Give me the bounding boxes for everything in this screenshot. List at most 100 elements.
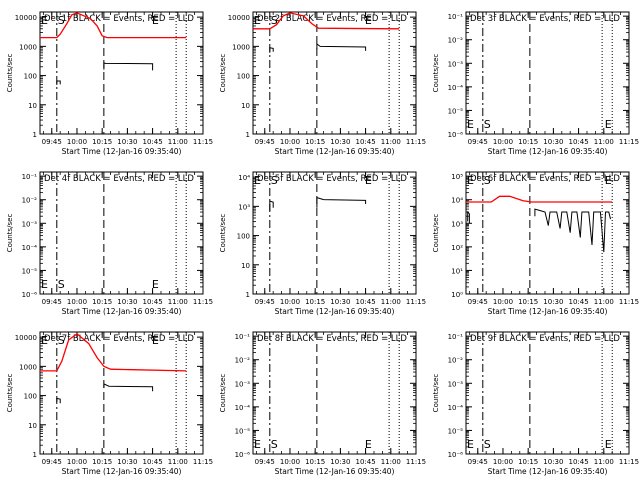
y-axis-label: Counts/sec <box>219 374 227 413</box>
plot-frame <box>465 11 630 135</box>
x-axis-label: Start Time (12-Jan-16 09:35:40) <box>275 307 395 316</box>
marker-e: E <box>467 118 474 131</box>
marker-e: E <box>152 278 159 291</box>
marker-s: S <box>271 14 278 27</box>
x-tick-label: 10:00 <box>67 298 87 306</box>
x-tick-label: 10:30 <box>543 298 563 306</box>
y-tick-label: 10⁻⁴ <box>235 404 251 412</box>
marker-e: E <box>605 118 612 131</box>
x-tick-label: 11:00 <box>168 298 188 306</box>
x-tick-label: 10:30 <box>543 138 563 146</box>
panel-det-6: Det 6f BLACK = Events, RED = LLD 10⁰ 10¹ 10… <box>432 171 639 316</box>
plot-title: Det 2f BLACK = Events, RED = LLD <box>257 14 407 24</box>
x-tick-label: 09:45 <box>468 138 488 146</box>
marker-s: S <box>58 14 65 27</box>
x-tick-label: 10:30 <box>330 138 350 146</box>
series-events-line <box>534 208 611 253</box>
x-tick-label: 10:45 <box>568 138 588 146</box>
y-axis-label: Counts/sec <box>432 374 440 413</box>
y-tick-label: 10⁻¹ <box>448 13 464 21</box>
series-events-line <box>103 383 154 392</box>
x-tick-label: 11:00 <box>168 458 188 466</box>
y-tick-label: 1 <box>246 291 250 299</box>
y-axis-label: Counts/sec <box>219 214 227 253</box>
x-tick-label: 10:45 <box>355 138 375 146</box>
marker-e: E <box>41 14 48 27</box>
x-tick-label: 10:30 <box>117 138 137 146</box>
y-tick-label: 10⁻⁵ <box>448 427 464 435</box>
series-lld-line <box>466 195 613 203</box>
x-tick-label: 11:00 <box>594 458 614 466</box>
y-axis-label: Counts/sec <box>219 54 227 93</box>
x-tick-label: 10:00 <box>67 138 87 146</box>
x-tick-label: 10:45 <box>568 458 588 466</box>
y-tick-label: 10⁻² <box>235 357 251 365</box>
x-axis-label: Start Time (12-Jan-16 09:35:40) <box>62 307 182 316</box>
x-tick-label: 10:45 <box>355 298 375 306</box>
y-tick-label: 10 <box>28 422 37 430</box>
marker-e: E <box>254 174 261 187</box>
y-tick-label: 10⁻³ <box>448 60 464 68</box>
panel-det-3: Det 3f BLACK = Events, RED = LLD 10⁻⁶ 10⁻⁵… <box>432 11 639 156</box>
y-tick-label: 1 <box>33 451 37 459</box>
x-tick-label: 11:00 <box>168 138 188 146</box>
y-axis-label: Counts/sec <box>6 374 14 413</box>
y-tick-label: 1000 <box>19 363 37 371</box>
y-tick-label: 10⁻⁶ <box>448 451 464 459</box>
y-tick-label: 100 <box>237 233 250 241</box>
marker-e: E <box>365 174 372 187</box>
series-lld-line <box>253 12 400 30</box>
plot-title: Det 1f BLACK = Events, RED = LLD <box>44 14 194 24</box>
plot-frame <box>39 11 204 135</box>
series-events-line <box>269 47 274 53</box>
x-tick-label: 10:00 <box>280 138 300 146</box>
plot-frame <box>465 331 630 455</box>
x-tick-label: 11:15 <box>193 138 213 146</box>
x-tick-label: 10:15 <box>518 138 538 146</box>
x-axis-label: Start Time (12-Jan-16 09:35:40) <box>62 147 182 156</box>
series-events-line <box>103 62 154 71</box>
marker-e: E <box>467 174 474 187</box>
x-tick-label: 09:45 <box>42 458 62 466</box>
y-tick-label: 10⁻⁶ <box>22 291 38 299</box>
x-tick-label: 11:15 <box>193 458 213 466</box>
plot-title: Det 9f BLACK = Events, RED = LLD <box>470 334 620 344</box>
x-tick-label: 10:45 <box>142 298 162 306</box>
marker-s: S <box>58 334 65 347</box>
series-lld-line <box>40 12 187 39</box>
x-tick-label: 10:30 <box>330 298 350 306</box>
x-tick-label: 10:00 <box>280 298 300 306</box>
y-tick-label: 10 <box>28 102 37 110</box>
y-tick-label: 10⁻³ <box>22 220 38 228</box>
y-tick-label: 10⁵ <box>451 173 463 181</box>
plot-frame <box>39 331 204 455</box>
marker-e: E <box>605 438 612 451</box>
x-axis-label: Start Time (12-Jan-16 09:35:40) <box>62 467 182 476</box>
x-tick-label: 10:00 <box>493 298 513 306</box>
x-tick-label: 11:15 <box>406 458 426 466</box>
y-tick-label: 10² <box>451 244 463 252</box>
x-tick-label: 10:45 <box>568 298 588 306</box>
y-tick-label: 10⁻⁶ <box>235 451 251 459</box>
y-tick-label: 10⁻⁴ <box>22 244 38 252</box>
x-tick-label: 10:15 <box>92 298 112 306</box>
x-tick-label: 10:45 <box>142 458 162 466</box>
x-tick-label: 11:00 <box>594 298 614 306</box>
plot-title: Det 4f BLACK = Events, RED = LLD <box>44 174 194 184</box>
y-tick-label: 10000 <box>15 14 37 22</box>
x-axis-label: Start Time (12-Jan-16 09:35:40) <box>488 467 608 476</box>
y-tick-label: 10⁻⁴ <box>448 84 464 92</box>
x-tick-label: 10:15 <box>305 458 325 466</box>
x-tick-label: 09:45 <box>468 458 488 466</box>
x-tick-label: 09:45 <box>255 458 275 466</box>
x-tick-label: 11:15 <box>619 298 639 306</box>
panel-det-5: Det 5f BLACK = Events, RED = LLD 1 10 100 10… <box>219 171 426 316</box>
marker-s: S <box>484 438 491 451</box>
panel-det-7: Det 7f BLACK = Events, RED = LLD 1 10 100 10… <box>6 331 213 476</box>
y-axis-label: Counts/sec <box>6 54 14 93</box>
marker-e: E <box>41 278 48 291</box>
plot-title: Det 7f BLACK = Events, RED = LLD <box>44 334 194 344</box>
y-tick-label: 10⁻⁵ <box>22 267 38 275</box>
x-tick-label: 10:30 <box>330 458 350 466</box>
